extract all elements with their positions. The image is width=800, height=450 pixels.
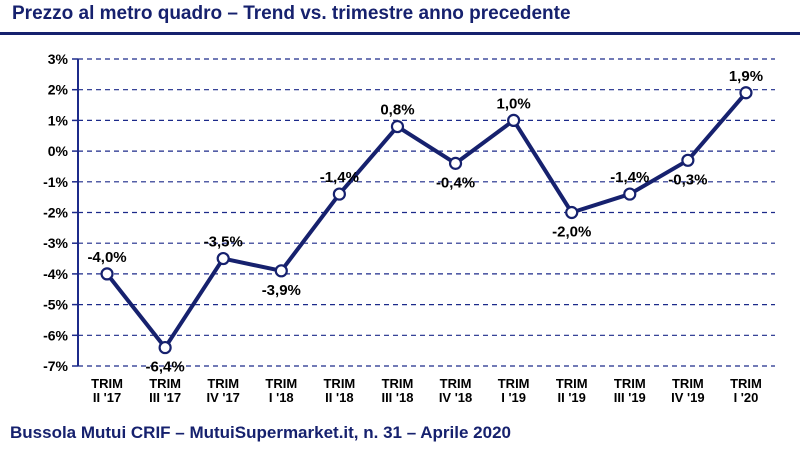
data-point [158, 340, 172, 355]
data-label: -2,0% [552, 224, 591, 241]
data-label: -6,4% [146, 359, 185, 376]
x-tick-label: TRIM I '20 [730, 376, 762, 405]
data-label: -1,4% [610, 169, 649, 186]
data-label: -3,9% [262, 282, 301, 299]
y-tick-label: -4% [43, 266, 68, 282]
data-point [565, 205, 579, 220]
y-tick-label: -3% [43, 235, 68, 251]
x-tick-label: TRIM I '19 [498, 376, 530, 405]
data-label: 1,0% [497, 95, 531, 112]
series-price-trend [100, 86, 753, 355]
x-tick-label: TRIM III '17 [149, 376, 181, 405]
y-tick-label: 0% [48, 143, 69, 159]
data-point [623, 187, 637, 201]
y-tick-label: 3% [48, 51, 69, 67]
x-tick-label: TRIM IV '18 [439, 376, 472, 405]
source-footer: Bussola Mutui CRIF – MutuiSupermarket.it… [10, 423, 511, 442]
series-line [105, 91, 748, 350]
x-tick-label: TRIM IV '19 [671, 376, 704, 405]
chart-title: Prezzo al metro quadro – Trend vs. trime… [12, 3, 571, 24]
x-tick-label: TRIM II '18 [323, 376, 355, 405]
y-tick-label: 1% [48, 112, 69, 128]
data-label: -0,3% [668, 171, 707, 188]
x-tick-label: TRIM III '18 [381, 376, 413, 405]
x-tick-label: TRIM IV '17 [206, 376, 239, 405]
data-point [507, 113, 521, 128]
data-point [274, 264, 288, 278]
y-tick-label: -1% [43, 174, 68, 190]
y-tick-label: 2% [48, 82, 69, 98]
data-point [739, 86, 753, 100]
data-point [681, 153, 695, 167]
data-point [390, 119, 405, 134]
data-point [332, 187, 346, 201]
y-tick-label: -6% [43, 327, 68, 343]
data-label: 1,9% [729, 68, 763, 85]
data-labels: -4,0% -6,4% -3,5% -3,9% -1,4% 0,8% -0,4% 1,0% -2… [87, 68, 763, 376]
y-tick-label: -2% [43, 205, 68, 221]
data-label: 0,8% [380, 102, 414, 119]
y-axis: 3% 2% 1% 0% -1% -2% -3% -4% -5% -6% -7% [43, 51, 79, 374]
data-label: -0,4% [436, 174, 475, 191]
y-tick-label: -5% [43, 297, 68, 313]
data-label: -4,0% [87, 249, 126, 266]
y-tick-label: -7% [43, 358, 68, 374]
gridlines [78, 58, 775, 367]
data-point [216, 251, 230, 266]
data-label: -1,4% [320, 169, 359, 186]
line-chart: 3% 2% 1% 0% -1% -2% -3% -4% -5% -6% -7% TRIM II '17… [43, 51, 775, 405]
x-axis: TRIM II '17 TRIM III '17 TRIM IV '17 TRIM I '18… [91, 376, 762, 405]
data-point [448, 156, 463, 170]
data-point [100, 267, 114, 281]
data-label: -3,5% [204, 234, 243, 251]
x-tick-label: TRIM III '19 [614, 376, 646, 405]
x-tick-label: TRIM II '19 [556, 376, 588, 405]
x-tick-label: TRIM I '18 [265, 376, 297, 405]
title-divider [0, 32, 800, 35]
x-tick-label: TRIM II '17 [91, 376, 123, 405]
